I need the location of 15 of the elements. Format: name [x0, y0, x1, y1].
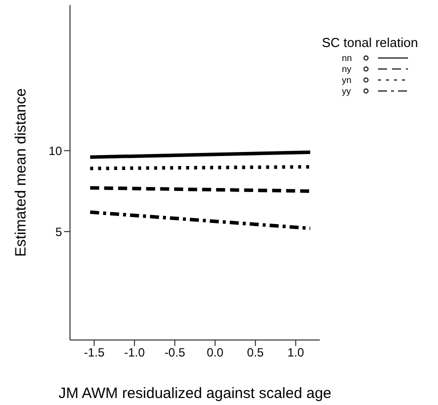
x-tick-label: -0.5	[164, 346, 186, 360]
x-tick-label: 1.0	[287, 346, 304, 360]
x-tick-label: -1.0	[124, 346, 146, 360]
legend-label: yy	[342, 86, 352, 96]
legend-title: SC tonal relation	[322, 35, 418, 50]
legend-label: yn	[342, 74, 352, 84]
x-axis-title: JM AWM residualized against scaled age	[58, 385, 332, 402]
legend-label: nn	[342, 52, 353, 62]
y-tick-label: 10	[48, 144, 62, 158]
x-tick-label: -1.5	[84, 346, 105, 360]
y-axis-title: Estimated mean distance	[12, 88, 30, 257]
x-tick-label: 0.5	[247, 346, 264, 360]
x-tick-label: 0.0	[206, 346, 224, 360]
y-tick-label: 5	[55, 224, 62, 239]
legend-label: ny	[342, 64, 352, 74]
